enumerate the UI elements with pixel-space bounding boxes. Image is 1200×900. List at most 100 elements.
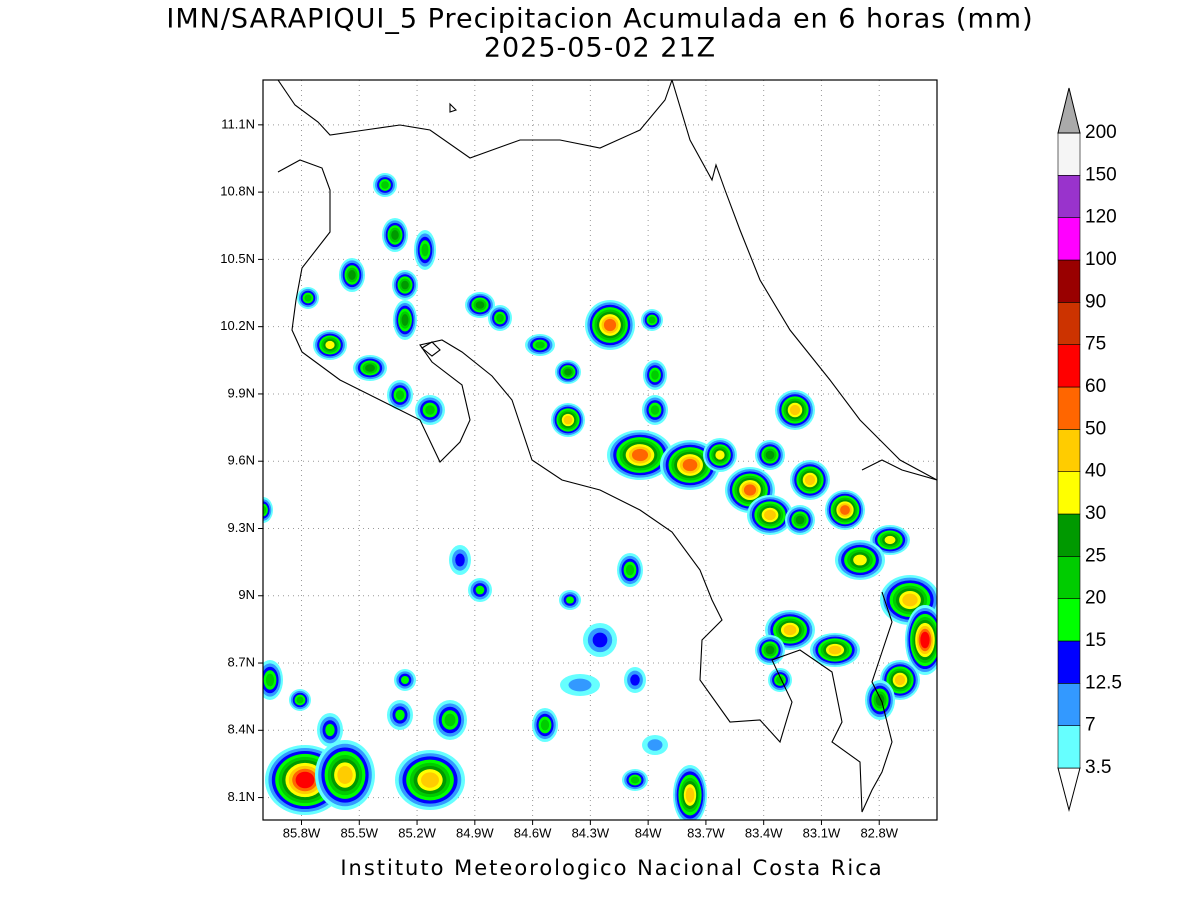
x-tick-label: 83.4W xyxy=(745,825,783,840)
rain-contour xyxy=(401,314,409,326)
rain-contour xyxy=(884,535,896,545)
rain-contour xyxy=(765,645,775,655)
x-tick-label: 82.8W xyxy=(860,825,898,840)
rain-contour xyxy=(496,313,504,323)
rain-contour xyxy=(421,243,429,257)
rain-contour xyxy=(853,554,867,566)
rain-contour xyxy=(630,776,640,784)
colorbar-box xyxy=(1057,471,1081,515)
rain-contour xyxy=(381,181,389,189)
rain-contour xyxy=(648,316,656,324)
axes: 85.8W 85.5W 85.2W 84.9W 84.6W 84.3W 84W 83.7W 83… xyxy=(220,116,898,840)
rain-contour xyxy=(795,515,805,525)
colorbar-label: 50 xyxy=(1085,418,1106,439)
colorbar-label: 20 xyxy=(1085,588,1106,609)
coastline xyxy=(277,159,893,813)
rain-contour xyxy=(455,553,465,567)
rain-contour xyxy=(391,230,399,240)
y-tick-label: 8.1N xyxy=(228,789,255,804)
y-tick-label: 9N xyxy=(238,587,255,602)
colorbar-under xyxy=(1057,767,1081,812)
colorbar-label: 15 xyxy=(1085,630,1106,651)
rain-contour xyxy=(401,676,409,684)
colorbar-label: 150 xyxy=(1085,164,1117,185)
colorbar-label: 7 xyxy=(1085,715,1096,736)
y-tick-label: 9.9N xyxy=(228,385,255,400)
x-tick-label: 85.2W xyxy=(398,825,436,840)
colorbar-over xyxy=(1057,87,1081,134)
rain-contour xyxy=(765,450,775,460)
x-tick-label: 83.1W xyxy=(803,825,841,840)
x-tick-label: 84.3W xyxy=(572,825,610,840)
colorbar-label: 100 xyxy=(1085,249,1117,270)
rain-contour xyxy=(421,772,439,788)
x-tick-label: 85.5W xyxy=(340,825,378,840)
rain-contour xyxy=(568,678,592,692)
rain-contour xyxy=(603,318,617,332)
rain-contour xyxy=(540,719,550,731)
x-tick-label: 84.9W xyxy=(456,825,494,840)
colorbar-label: 12.5 xyxy=(1085,672,1122,693)
rain-contour xyxy=(920,631,930,649)
colorbar-label: 30 xyxy=(1085,503,1106,524)
rain-contour xyxy=(296,696,304,704)
rain-contour xyxy=(348,270,356,280)
colorbar-label: 75 xyxy=(1085,334,1106,355)
rain-contour xyxy=(630,674,640,686)
rain-contour xyxy=(563,415,573,425)
rain-contour xyxy=(444,713,456,727)
y-tick-label: 9.3N xyxy=(228,520,255,535)
rain-contour xyxy=(682,458,698,472)
rain-contour xyxy=(325,723,335,737)
x-tick-label: 83.7W xyxy=(687,825,725,840)
rain-contour xyxy=(325,340,335,350)
subtitle: 2025-05-02 21Z xyxy=(484,33,716,64)
rain-contour xyxy=(828,645,842,655)
x-tick-label: 84.6W xyxy=(514,825,552,840)
colorbar-box xyxy=(1057,598,1081,642)
rain-contour xyxy=(295,771,315,789)
colorbar-label: 60 xyxy=(1085,376,1106,397)
colorbar-box xyxy=(1057,725,1081,769)
colorbar-label: 25 xyxy=(1085,545,1106,566)
colorbar-box xyxy=(1057,217,1081,261)
colorbar-label: 90 xyxy=(1085,291,1106,312)
coastline xyxy=(277,80,673,159)
colorbar-box xyxy=(1057,132,1081,176)
colorbar-box xyxy=(1057,683,1081,726)
colorbar-label: 40 xyxy=(1085,461,1106,482)
rain-contour xyxy=(263,505,267,515)
y-tick-label: 8.7N xyxy=(228,654,255,669)
rain-contour xyxy=(764,509,776,521)
colorbar-label: 3.5 xyxy=(1085,757,1111,778)
colorbar-box xyxy=(1057,429,1081,472)
x-tick-label: 84W xyxy=(635,825,662,840)
colorbar-box xyxy=(1057,259,1081,303)
rain-contour xyxy=(395,709,405,721)
rain-contour xyxy=(804,474,816,486)
rain-contour xyxy=(650,405,660,415)
plot-frame xyxy=(262,79,938,821)
rain-contour xyxy=(789,404,801,416)
colorbar-box xyxy=(1057,302,1081,345)
title: IMN/SARAPIQUI_5 Precipitacion Acumulada … xyxy=(166,4,1033,35)
colorbar-label: 200 xyxy=(1085,122,1117,143)
rain-contour xyxy=(902,593,918,607)
rain-contour xyxy=(401,280,409,290)
colorbar-box xyxy=(1057,556,1081,599)
colorbar-label: 120 xyxy=(1085,207,1117,228)
colorbar-box xyxy=(1057,175,1081,218)
grid xyxy=(263,80,937,820)
rain-contour xyxy=(592,632,608,648)
rain-contour xyxy=(475,585,485,595)
rain-contour xyxy=(304,294,312,302)
rain-contour xyxy=(651,370,659,380)
y-tick-label: 11.1N xyxy=(221,116,255,131)
rain-contour xyxy=(631,448,649,462)
credit: Instituto Meteorologico Nacional Costa R… xyxy=(340,856,883,880)
coastline xyxy=(671,80,937,481)
rain-contour xyxy=(840,505,850,515)
rain-contour xyxy=(625,564,635,576)
rain-contour xyxy=(566,596,574,604)
